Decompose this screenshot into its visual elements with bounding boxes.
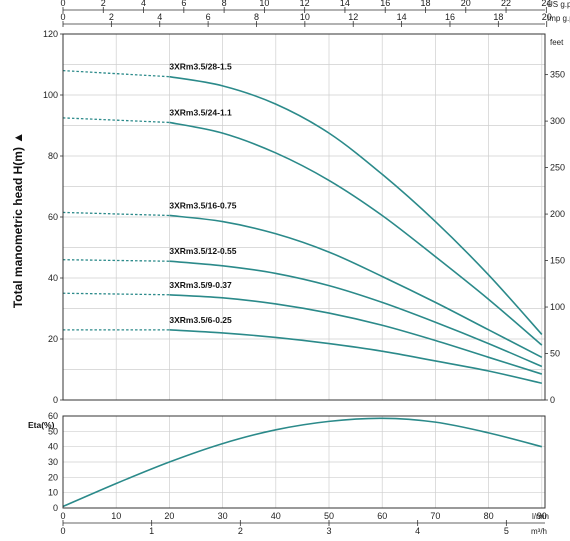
us-gpm-tick-label: 14 (340, 0, 350, 8)
lmin-tick-label: 80 (484, 511, 494, 521)
imp-gpm-unit-label: Imp g.p.m (547, 14, 570, 23)
curve-2 (169, 121, 543, 346)
curve-label-3: 3XRm3.5/16-0.75 (169, 200, 236, 210)
m3h-unit-label: m³/h (531, 527, 547, 536)
lmin-tick-label: 90 (537, 511, 547, 521)
lmin-tick-label: 20 (164, 511, 174, 521)
m3h-tick-label: 1 (149, 526, 154, 536)
us-gpm-tick-label: 2 (101, 0, 106, 8)
feet-tick-label: 0 (550, 395, 555, 405)
eta-tick-label: 10 (48, 488, 58, 498)
curve-label-6: 3XRm3.5/6-0.25 (169, 315, 232, 325)
feet-tick-label: 300 (550, 116, 565, 126)
lmin-tick-label: 70 (430, 511, 440, 521)
us-gpm-tick-label: 0 (60, 0, 65, 8)
lmin-tick-label: 0 (60, 511, 65, 521)
y-tick-label: 100 (43, 90, 58, 100)
eta-plot-frame (62, 415, 546, 509)
curve-label-2: 3XRm3.5/24-1.1 (169, 107, 232, 117)
eta-line (62, 417, 543, 508)
axis-labels: 3XRm3.5/28-1.5 3XRm3.5/24-1.1 3XRm3.5/16-0… (11, 0, 570, 536)
eta-tick-label: 0 (53, 503, 58, 513)
us-gpm-tick-label: 16 (380, 0, 390, 8)
lmin-tick-label: 10 (111, 511, 121, 521)
feet-tick-label: 100 (550, 302, 565, 312)
feet-tick-label: 350 (550, 70, 565, 80)
curve-label-5: 3XRm3.5/9-0.37 (169, 280, 232, 290)
us-gpm-tick-label: 22 (501, 0, 511, 8)
y-tick-label: 20 (48, 334, 58, 344)
m3h-tick-label: 5 (504, 526, 509, 536)
eta-tick-label: 40 (48, 442, 58, 452)
imp-gpm-tick-label: 20 (542, 12, 552, 22)
imp-gpm-tick-label: 2 (109, 12, 114, 22)
eta-tick-label: 50 (48, 426, 58, 436)
imp-gpm-tick-label: 6 (206, 12, 211, 22)
imp-gpm-tick-label: 12 (348, 12, 358, 22)
m3h-tick-label: 3 (326, 526, 331, 536)
imp-gpm-tick-label: 8 (254, 12, 259, 22)
eta-tick-label: 30 (48, 457, 58, 467)
y-tick-label: 120 (43, 29, 58, 39)
imp-gpm-tick-label: 18 (493, 12, 503, 22)
us-gpm-tick-label: 4 (141, 0, 146, 8)
us-gpm-tick-label: 18 (420, 0, 430, 8)
feet-tick-label: 250 (550, 163, 565, 173)
eta-curve (62, 417, 543, 508)
y-tick-label: 80 (48, 151, 58, 161)
imp-gpm-tick-label: 0 (60, 12, 65, 22)
us-gpm-tick-label: 10 (259, 0, 269, 8)
m3h-tick-label: 0 (60, 526, 65, 536)
curve-3 (169, 214, 543, 359)
eta-axis-label: Eta(%) (28, 420, 55, 430)
curve-1 (169, 75, 543, 335)
curve-6 (169, 329, 542, 385)
imp-gpm-tick-label: 4 (157, 12, 162, 22)
m3h-tick-label: 2 (238, 526, 243, 536)
lmin-tick-label: 50 (324, 511, 334, 521)
y-tick-label: 60 (48, 212, 58, 222)
feet-tick-label: 50 (550, 349, 560, 359)
curve-5 (169, 293, 543, 375)
curve-4 (169, 260, 543, 368)
imp-gpm-tick-label: 10 (300, 12, 310, 22)
feet-unit-label: feet (550, 38, 564, 47)
us-gpm-unit-label: US g.p.m (547, 0, 570, 9)
us-gpm-tick-label: 24 (541, 0, 551, 8)
us-gpm-tick-label: 8 (222, 0, 227, 8)
eta-tick-label: 60 (48, 411, 58, 421)
eta-tick-label: 20 (48, 472, 58, 482)
feet-tick-label: 150 (550, 256, 565, 266)
us-gpm-tick-label: 12 (300, 0, 310, 8)
lmin-tick-label: 30 (218, 511, 228, 521)
lmin-tick-label: 40 (271, 511, 281, 521)
curve-label-4: 3XRm3.5/12-0.55 (169, 246, 236, 256)
us-gpm-tick-label: 6 (181, 0, 186, 8)
head-curves (62, 69, 543, 385)
lmin-tick-label: 60 (377, 511, 387, 521)
us-gpm-tick-label: 20 (461, 0, 471, 8)
y-tick-label: 40 (48, 273, 58, 283)
imp-gpm-tick-label: 16 (445, 12, 455, 22)
imp-gpm-tick-label: 14 (397, 12, 407, 22)
curve-dashed-1 (62, 69, 170, 78)
axes (60, 7, 548, 526)
m3h-tick-label: 4 (415, 526, 420, 536)
y-axis-label: Total manometric head H(m) ▲ (11, 132, 25, 308)
feet-tick-label: 200 (550, 209, 565, 219)
y-tick-label: 0 (53, 395, 58, 405)
head-grid (62, 33, 545, 401)
curve-label-1: 3XRm3.5/28-1.5 (169, 62, 232, 72)
lmin-unit-label: l/min (532, 512, 549, 521)
